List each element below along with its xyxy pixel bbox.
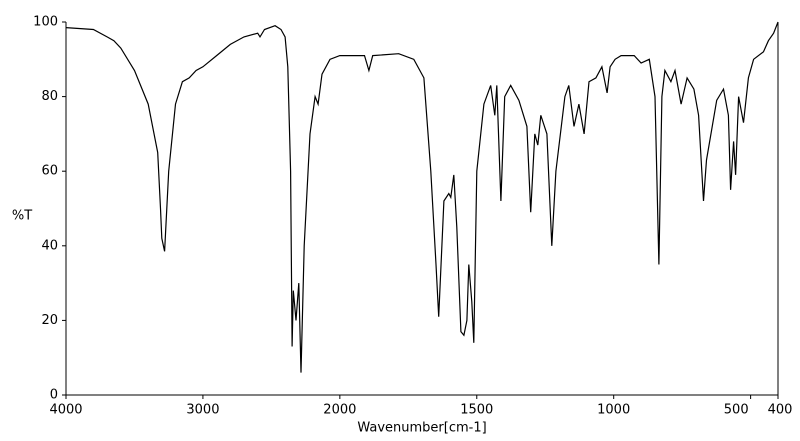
y-tick-label: 40 <box>41 238 58 253</box>
x-axis-label: Wavenumber[cm-1] <box>357 421 486 436</box>
x-tick-label: 2000 <box>323 403 356 418</box>
y-tick-label: 20 <box>41 313 58 328</box>
y-axis-label: %T <box>12 209 32 224</box>
y-tick-label: 100 <box>33 15 58 30</box>
y-tick-label: 0 <box>50 388 58 403</box>
spectrum-line <box>65 21 779 373</box>
x-tick-label: 3000 <box>186 403 219 418</box>
x-tick-label: 500 <box>724 403 749 418</box>
x-tick-label: 1500 <box>460 403 493 418</box>
y-tick-label: 60 <box>41 164 58 179</box>
y-tick-label: 80 <box>41 89 58 104</box>
x-tick-label: 1000 <box>597 403 630 418</box>
x-tick-label: 400 <box>768 403 793 418</box>
x-tick-label: 4000 <box>49 403 82 418</box>
